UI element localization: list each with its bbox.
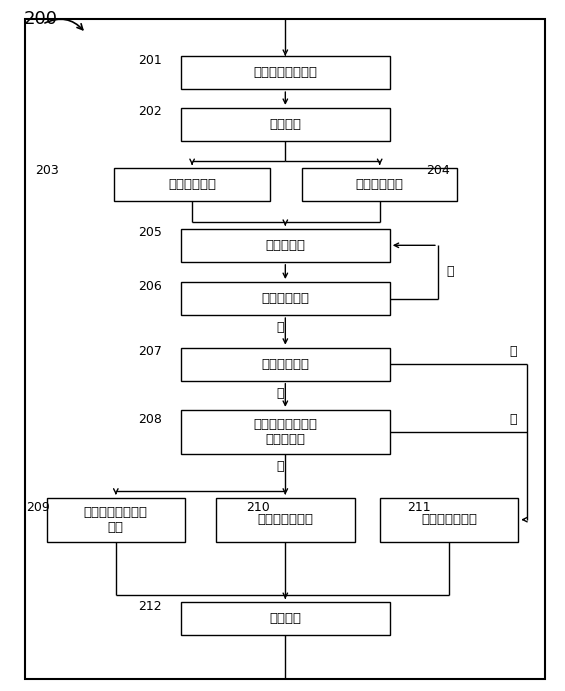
Text: 209: 209 [26,501,50,513]
Text: 否: 否 [446,265,454,278]
Bar [216,498,355,542]
Text: 是: 是 [276,321,284,334]
Bar [181,602,390,635]
Text: 203: 203 [35,164,59,177]
Text: 等待卫星初始化: 等待卫星初始化 [421,513,477,526]
Bar [181,56,390,89]
Text: 是否存在有效定位
及航向数据: 是否存在有效定位 及航向数据 [253,418,318,446]
Text: 启动完成: 启动完成 [270,612,301,625]
Text: 210: 210 [246,501,270,513]
Text: 204: 204 [426,164,450,177]
Text: 是: 是 [276,460,284,473]
Text: 航向数据存储: 航向数据存储 [356,178,403,191]
Text: 212: 212 [138,600,162,612]
Text: 低功耗待机: 低功耗待机 [266,239,305,252]
Text: 姿态及航向数据初
始化: 姿态及航向数据初 始化 [84,506,148,533]
Bar [181,229,390,262]
Text: 否: 否 [509,346,516,358]
Text: 车速是否为零: 车速是否为零 [262,358,309,370]
Text: 208: 208 [138,413,162,426]
Text: 位置数据存储: 位置数据存储 [168,178,216,191]
Text: 是: 是 [276,387,284,399]
Bar [380,498,519,542]
Bar [181,108,390,141]
Bar [46,498,185,542]
Text: 熄火检测: 熄火检测 [270,118,301,131]
Text: 202: 202 [138,106,162,118]
Text: 200: 200 [24,10,58,28]
Text: 201: 201 [138,54,162,66]
Text: 组合惯导融合定位: 组合惯导融合定位 [253,66,318,79]
Bar [181,348,390,381]
Bar [181,282,390,315]
Text: 207: 207 [138,346,162,358]
Bar [181,410,390,454]
Bar [114,168,270,201]
Text: 点火开关检测: 点火开关检测 [262,292,309,305]
Text: 205: 205 [138,227,162,239]
Text: 位置数据初始化: 位置数据初始化 [257,513,314,526]
Text: 211: 211 [407,501,431,513]
Text: 206: 206 [138,280,162,292]
Bar [302,168,458,201]
Text: 否: 否 [509,413,516,426]
